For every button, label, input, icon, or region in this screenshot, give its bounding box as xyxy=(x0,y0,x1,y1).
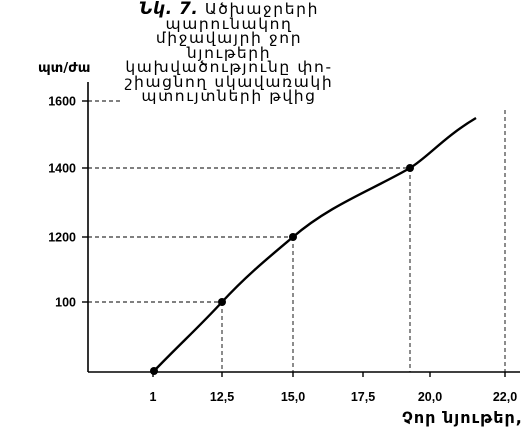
x-tick-label: 22,0 xyxy=(493,390,517,404)
y-tick-label: 1600 xyxy=(48,95,76,109)
caption-line-4: շիացնող սկավառակի xyxy=(124,72,334,91)
y-tick-label: 1200 xyxy=(48,231,76,245)
data-point xyxy=(289,233,297,241)
caption-line-2: միջավայրի ջոր նյութերի xyxy=(155,29,303,62)
chart-caption: Նկ. 7. Ածխաջրերի պարունակող միջավայրի ջո… xyxy=(118,0,340,105)
y-tick-label: 100 xyxy=(55,296,76,310)
x-axis-label: Չոր նյութեր, xyxy=(402,408,523,427)
y-tick-label: 1400 xyxy=(48,162,76,176)
x-tick-label: 15,0 xyxy=(281,390,305,404)
series-line xyxy=(153,116,477,372)
x-tick-label: 12,5 xyxy=(210,390,234,404)
caption-line-1: Ածխաջրերի պարունակող xyxy=(165,0,320,33)
data-point xyxy=(150,367,158,375)
x-tick-label: 20,0 xyxy=(418,390,442,404)
data-point xyxy=(218,298,226,306)
caption-line-5: պտույտների թվից xyxy=(141,87,317,105)
data-point xyxy=(406,164,414,172)
y-axis-label: պտ/ժա xyxy=(38,60,91,76)
x-tick-label: 17,5 xyxy=(351,390,375,404)
x-tick-label: 1 xyxy=(150,390,157,404)
caption-line-3: կախվածությունը փո- xyxy=(125,58,333,76)
figure-label: Նկ. 7. xyxy=(138,0,199,19)
